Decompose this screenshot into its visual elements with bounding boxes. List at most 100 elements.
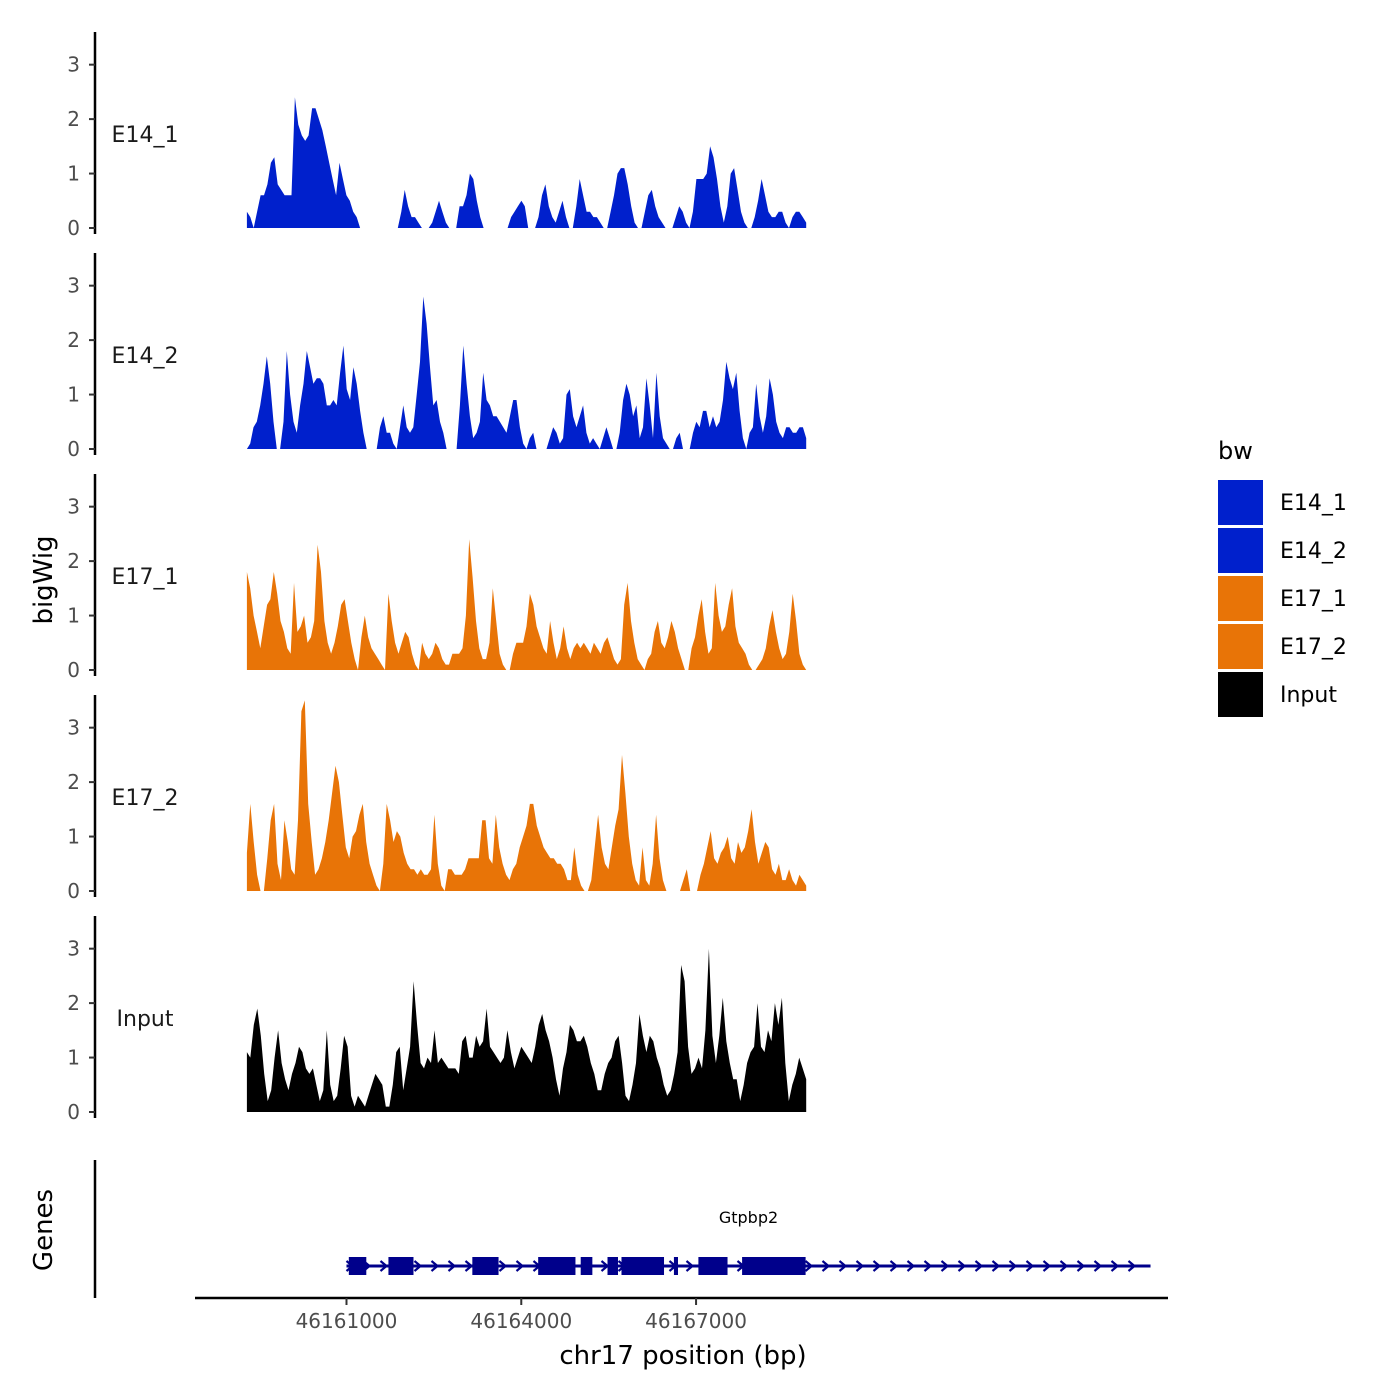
track-label: E14_1 [112,123,179,148]
strand-arrow [1127,1260,1137,1272]
y-tick-label: 2 [67,549,80,573]
strand-arrow [515,1260,525,1272]
legend-label: E17_2 [1280,635,1347,660]
strand-arrow [821,1260,831,1272]
track-label: E17_2 [112,786,179,811]
y-tick-label: 0 [67,1100,80,1124]
genes-panel: Gtpbp2 [93,1160,1151,1298]
y-tick-label: 0 [67,879,80,903]
strand-arrow [838,1260,848,1272]
y-axis-title: bigWig [29,535,59,624]
gene-exon [472,1257,499,1275]
legend-swatch [1218,672,1263,717]
gene-exon [673,1257,679,1275]
gene-name-label: Gtpbp2 [719,1208,778,1227]
strand-arrow [1093,1260,1103,1272]
legend-swatch [1218,576,1263,621]
strand-arrow [1076,1260,1086,1272]
coverage-area-e17-2 [246,700,807,891]
strand-arrow [430,1260,440,1272]
legend-label: E14_2 [1280,539,1347,564]
y-tick-label: 2 [67,107,80,131]
gene-exon [742,1257,806,1275]
legend-swatch [1218,480,1263,525]
strand-arrow [1110,1260,1120,1272]
strand-arrow [974,1260,984,1272]
y-tick-label: 1 [67,162,80,186]
y-tick-label: 3 [67,495,80,519]
legend-label: Input [1280,683,1337,708]
strand-arrow [804,1260,814,1272]
legend-item-e17-1: E17_1 [1218,576,1347,621]
x-axis-title: chr17 position (bp) [559,1341,806,1371]
gene-exon [621,1257,665,1275]
legend-swatch [1218,528,1263,573]
strand-arrow [872,1260,882,1272]
y-tick-label: 2 [67,328,80,352]
strand-arrow [957,1260,967,1272]
x-tick-label: 46164000 [470,1309,572,1333]
strand-arrow [1025,1260,1035,1272]
y-tick-label: 1 [67,383,80,407]
legend-item-input: Input [1218,672,1337,717]
strand-arrow [447,1260,457,1272]
legend-item-e14-2: E14_2 [1218,528,1347,573]
strand-arrow [464,1260,474,1272]
track-label: Input [117,1007,174,1032]
strand-arrow [889,1260,899,1272]
genes-axis-title: Genes [29,1189,59,1271]
gene-exon [348,1257,367,1275]
y-tick-label: 1 [67,825,80,849]
y-tick-label: 0 [67,216,80,240]
track-label: E17_1 [112,565,179,590]
gene-exon [580,1257,593,1275]
strand-arrow [923,1260,933,1272]
y-tick-label: 3 [67,274,80,298]
strand-arrow [1008,1260,1018,1272]
gene-exon [388,1257,414,1275]
coverage-area-e14-2 [246,296,807,449]
gene-exon [698,1257,728,1275]
y-tick-label: 0 [67,658,80,682]
gene-gtpbp2: Gtpbp2 [345,1208,1151,1275]
strand-arrow [855,1260,865,1272]
coverage-area-input [246,948,807,1112]
strand-arrow [413,1260,423,1272]
coverage-area-e14-1 [246,97,807,228]
track-label: E14_2 [112,344,179,369]
strand-arrow [1042,1260,1052,1272]
strand-arrow [991,1260,1001,1272]
legend-label: E14_1 [1280,491,1347,516]
strand-arrow [685,1260,695,1272]
track-e14-2: 0 1 2 3 E14_2 [67,253,807,461]
track-panels: 0 1 2 3 E14_1 0 1 2 3 E14_2 0 1 2 3 E17_1 0 1 2 3 E17_2 0 1 2 3… [67,32,807,1124]
track-e17-2: 0 1 2 3 E17_2 [67,695,807,903]
legend-swatch [1218,624,1263,669]
y-tick-label: 1 [67,1046,80,1070]
legend: bw E14_1 E14_2 E17_1 E17_2 Input [1218,437,1347,717]
legend-item-e14-1: E14_1 [1218,480,1347,525]
coverage-area-e17-1 [246,539,807,670]
y-tick-label: 0 [67,437,80,461]
track-input: 0 1 2 3 Input [67,916,807,1124]
y-tick-label: 3 [67,53,80,77]
y-tick-label: 3 [67,937,80,961]
gene-exon [538,1257,576,1275]
x-axis: 46161000 46164000 46167000 [195,1296,1168,1333]
strand-arrow [498,1260,508,1272]
track-e17-1: 0 1 2 3 E17_1 [67,474,807,682]
track-e14-1: 0 1 2 3 E14_1 [67,32,807,240]
strand-arrow [940,1260,950,1272]
y-tick-label: 1 [67,604,80,628]
gene-exon [607,1257,618,1275]
y-tick-label: 2 [67,991,80,1015]
x-tick-label: 46161000 [296,1309,398,1333]
y-tick-label: 3 [67,716,80,740]
strand-arrow [906,1260,916,1272]
strand-arrow [600,1260,610,1272]
strand-arrow [1059,1260,1069,1272]
x-tick-label: 46167000 [645,1309,747,1333]
legend-title: bw [1218,437,1253,465]
y-tick-label: 2 [67,770,80,794]
